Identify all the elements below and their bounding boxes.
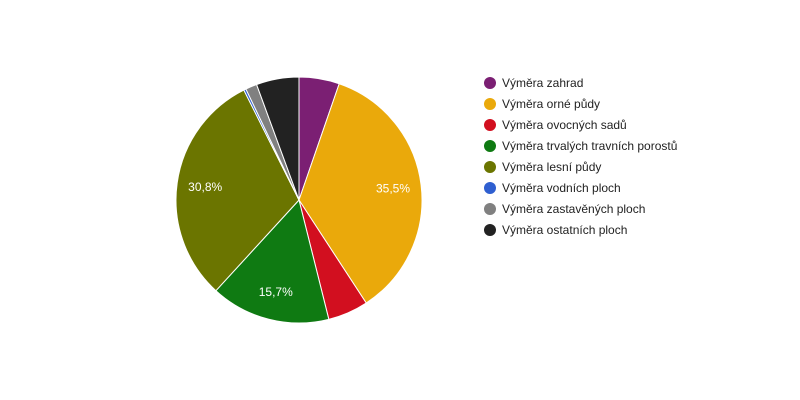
legend-item-2: Výměra orné půdy	[484, 97, 600, 111]
legend-marker-1	[484, 77, 496, 89]
chart-legend: Výměra zahrad Výměra orné půdy Výměra ovoc…	[484, 76, 677, 237]
legend-marker-7	[484, 203, 496, 215]
legend-item-1: Výměra zahrad	[484, 76, 583, 90]
pie-slice-labels: 35,5% 15,7% 30,8%	[188, 180, 410, 299]
legend-marker-6	[484, 182, 496, 194]
legend-marker-8	[484, 224, 496, 236]
legend-label-4: Výměra trvalých travních porostů	[502, 139, 677, 153]
pie-slice-4	[215, 198, 330, 324]
legend-marker-4	[484, 140, 496, 152]
pie-slice-label-4: 15,7%	[259, 285, 293, 299]
legend-item-8: Výměra ostatních ploch	[484, 223, 627, 237]
legend-item-4: Výměra trvalých travních porostů	[484, 139, 677, 153]
legend-item-6: Výměra vodních ploch	[484, 181, 621, 195]
legend-label-6: Výměra vodních ploch	[502, 181, 621, 195]
legend-label-5: Výměra lesní půdy	[502, 160, 601, 174]
legend-label-8: Výměra ostatních ploch	[502, 223, 627, 237]
pie-slice-label-2: 35,5%	[376, 181, 410, 195]
legend-item-3: Výměra ovocných sadů	[484, 118, 627, 132]
pie-slice-5	[175, 89, 300, 292]
legend-marker-2	[484, 98, 496, 110]
legend-label-3: Výměra ovocných sadů	[502, 118, 627, 132]
legend-item-7: Výměra zastavěných ploch	[484, 202, 645, 216]
legend-label-2: Výměra orné půdy	[502, 97, 600, 111]
legend-marker-3	[484, 119, 496, 131]
pie-slice-2	[298, 83, 423, 304]
pie-slices	[175, 76, 423, 324]
pie-slice-8	[255, 76, 300, 201]
legend-label-1: Výměra zahrad	[502, 76, 583, 90]
legend-label-7: Výměra zastavěných ploch	[502, 202, 645, 216]
legend-marker-5	[484, 161, 496, 173]
pie-slice-label-5: 30,8%	[188, 180, 222, 194]
legend-item-5: Výměra lesní půdy	[484, 160, 601, 174]
